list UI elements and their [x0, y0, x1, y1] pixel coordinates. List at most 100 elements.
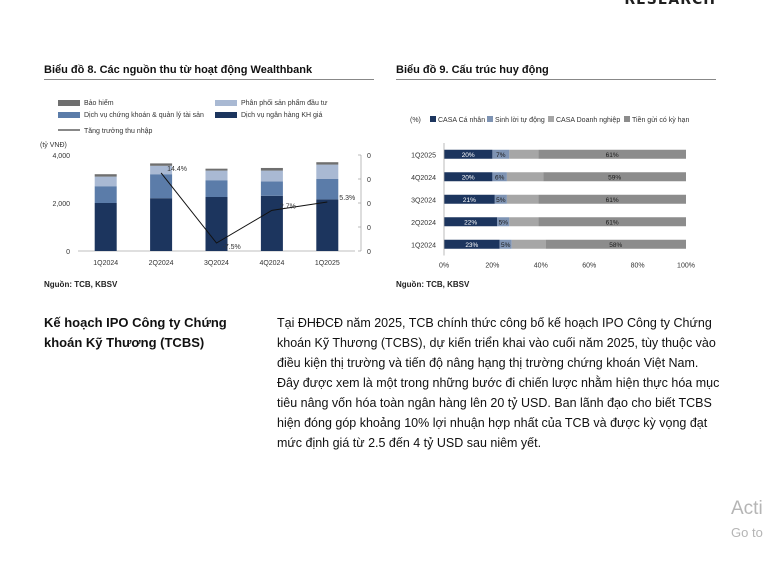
chart9-bar-segment [492, 172, 507, 182]
chart9-bar-segment [494, 194, 507, 204]
chart9-bar-segment [444, 217, 498, 227]
chart8-bar-segment [260, 170, 283, 182]
chart9-y-tick-label: 1Q2025 [411, 152, 436, 159]
chart9-bar-segment [538, 217, 686, 227]
chart8-legend-label: Bảo hiểm [84, 99, 114, 107]
chart9-bar-segment [497, 217, 510, 227]
chart9-bar-segment [444, 149, 493, 159]
chart9-bar-segment [444, 239, 500, 249]
chart8-bar-segment [205, 168, 228, 171]
chart9-data-label: 21% [463, 197, 476, 204]
chart8-title: Biểu đồ 8. Các nguồn thu từ hoạt động We… [44, 64, 313, 76]
chart8-y-tick-label: 0 [66, 249, 70, 256]
chart8-y2-tick-label: 0 [367, 225, 371, 232]
chart8-x-tick-label: 4Q2024 [259, 260, 284, 267]
chart8-y2-tick-label: 0 [367, 177, 371, 184]
chart9-legend-label: Sinh lời tự động [495, 117, 545, 124]
chart9-data-label: 61% [606, 152, 619, 159]
chart8-title-rule [44, 79, 374, 80]
chart9-y-tick-label: 2Q2024 [411, 220, 436, 227]
chart9-bar-segment [538, 149, 686, 159]
chart9-legend-label: CASA Doanh nghiệp [556, 117, 620, 124]
chart9-legend-swatch [430, 116, 436, 122]
chart9-bar-segment [509, 217, 539, 227]
chart8-bar-segment [94, 186, 117, 203]
chart9-bar-segment [492, 149, 510, 159]
chart8-growth-label: 2.7% [280, 203, 296, 210]
section-title: Kế hoạch IPO Công ty Chứng khoán Kỹ Thươ… [44, 315, 227, 350]
chart8-legend-swatch [215, 112, 237, 118]
chart9-legend-swatch [487, 116, 493, 122]
chart9-data-label: 20% [462, 152, 475, 159]
chart8-bar-segment [150, 198, 173, 251]
chart9-source: Nguồn: TCB, KBSV [396, 280, 470, 289]
chart9-x-tick-label: 60% [582, 263, 596, 270]
chart8-bar-segment [316, 199, 339, 251]
chart8-legend-label: Dịch vụ chứng khoán & quản lý tài sản [84, 112, 204, 119]
chart8-bar-segment [94, 203, 117, 251]
chart9-legend-label: CASA Cá nhân [438, 117, 485, 124]
section-body: Tại ĐHĐCĐ năm 2025, TCB chính thức công … [277, 316, 720, 450]
chart9-x-tick-label: 100% [677, 263, 695, 270]
chart8-growth-label: 5.3% [339, 195, 355, 202]
chart9-data-label: 22% [464, 219, 477, 226]
chart8-y-unit: (tỷ VNĐ) [40, 142, 67, 149]
chart8-bar-segment [150, 165, 173, 175]
chart8-legend-swatch [215, 100, 237, 106]
chart9-bar-segment [499, 239, 512, 249]
chart8-bar-segment [94, 176, 117, 187]
chart9-bar-segment [444, 172, 493, 182]
chart8-bar-segment [316, 162, 339, 165]
chart8-plot: Bảo hiểm Phân phối sản phẩm đầu tư Dịch vụ… [40, 98, 371, 267]
chart9-bar-segment [545, 239, 686, 249]
chart8-growth-line [160, 172, 328, 244]
chart8-y-tick-label: 4,000 [52, 153, 70, 160]
chart9-data-label: 61% [606, 197, 619, 204]
chart9-data-label: 5% [501, 242, 511, 249]
chart8-bar-segment [150, 174, 173, 199]
chart8-legend-label: Dịch vụ ngân hàng KH giá [241, 112, 322, 119]
chart9-y-tick-label: 4Q2024 [411, 175, 436, 182]
chart9-data-label: 5% [499, 219, 509, 226]
chart8-legend-label: Phân phối sản phẩm đầu tư [241, 98, 328, 107]
chart8-bar-segment [260, 181, 283, 196]
chart8-bar-segment [205, 197, 228, 251]
chart9-legend-swatch [624, 116, 630, 122]
chart8-bar-segment [260, 167, 283, 171]
chart8-y2-tick-label: 0 [367, 249, 371, 256]
chart8-y-tick-label: 2,000 [52, 201, 70, 208]
chart9-x-tick-label: 40% [534, 263, 548, 270]
chart9-data-label: 5% [496, 197, 506, 204]
chart9-data-label: 6% [495, 174, 505, 181]
chart9-title: Biểu đồ 9. Cấu trúc huy động [396, 64, 549, 76]
chart9-bar-segment [511, 239, 546, 249]
chart8-x-tick-label: 2Q2024 [149, 260, 174, 267]
chart8-legend-label: Tăng trưởng thu nhập [84, 127, 153, 135]
chart9-bar-segment [538, 194, 686, 204]
chart9-data-label: 23% [465, 242, 478, 249]
chart9-legend-prefix: (%) [410, 117, 421, 124]
chart8-bar-segment [316, 164, 339, 179]
chart9-bar-segment [506, 194, 539, 204]
chart8-y2-tick-label: 0 [367, 201, 371, 208]
chart9-x-tick-label: 80% [631, 263, 645, 270]
chart9-data-label: 58% [609, 242, 622, 249]
chart9-plot: (%) CASA Cá nhân Sinh lời tự động CASA Doan… [410, 115, 695, 270]
chart8-bar-segment [94, 174, 117, 177]
chart8-x-tick-label: 3Q2024 [204, 260, 229, 267]
chart9-x-tick-label: 20% [485, 263, 499, 270]
chart9-bar-segment [506, 172, 544, 182]
chart8-legend-swatch [58, 100, 80, 106]
chart9-data-label: 7% [496, 152, 506, 159]
chart8-x-tick-label: 1Q2025 [315, 260, 340, 267]
chart9-data-label: 61% [606, 219, 619, 226]
chart9-bar-segment [444, 194, 495, 204]
chart9-bar-segment [543, 172, 686, 182]
chart8-bar-segment [205, 170, 228, 181]
activation-watermark: Acti [731, 498, 763, 519]
chart9-y-tick-label: 3Q2024 [411, 197, 436, 204]
chart9-legend-swatch [548, 116, 554, 122]
chart9-data-label: 20% [462, 174, 475, 181]
chart9-data-label: 59% [608, 174, 621, 181]
chart9-y-tick-label: 1Q2024 [411, 242, 436, 249]
